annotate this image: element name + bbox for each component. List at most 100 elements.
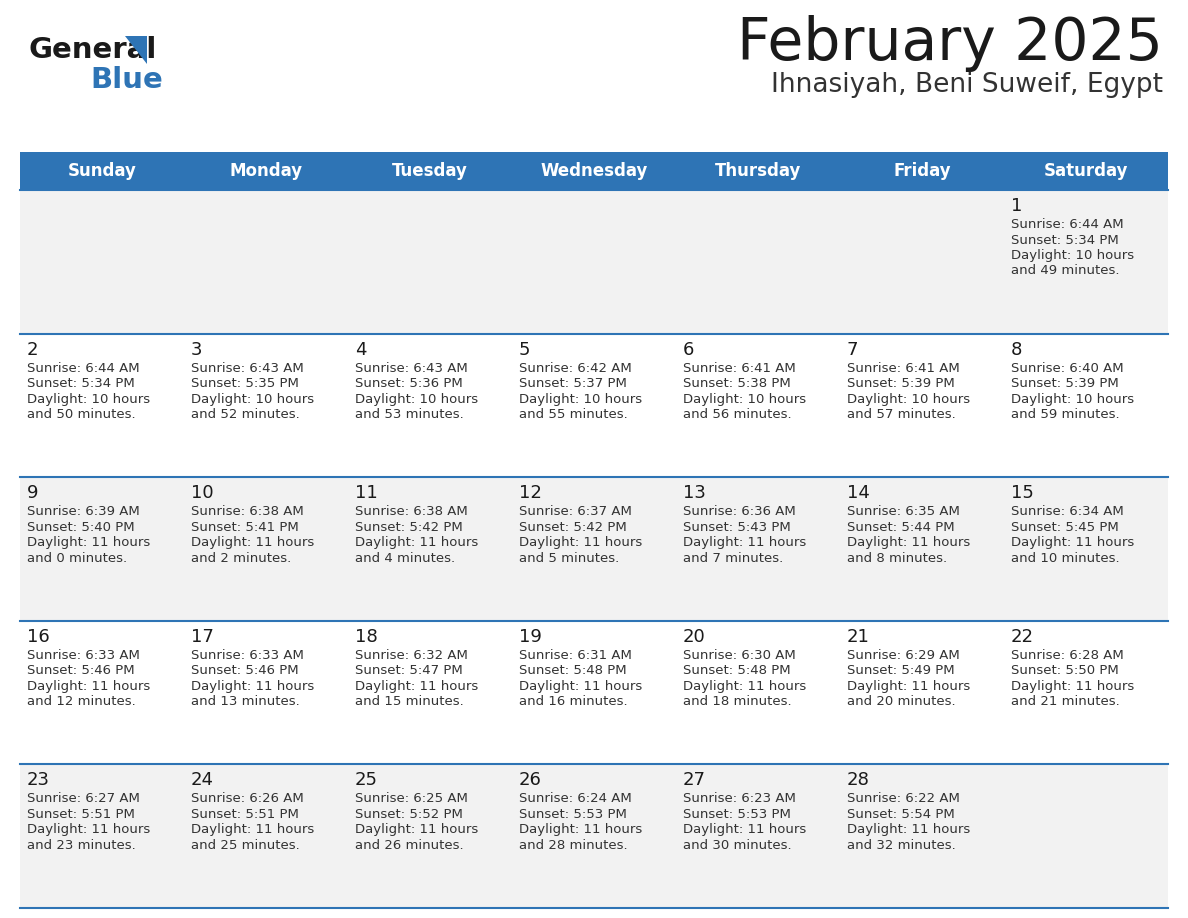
Text: Sunset: 5:35 PM: Sunset: 5:35 PM bbox=[191, 377, 299, 390]
Text: and 4 minutes.: and 4 minutes. bbox=[355, 552, 455, 565]
Bar bbox=[348, 152, 512, 190]
Bar bbox=[840, 621, 1004, 765]
Text: Sunrise: 6:43 AM: Sunrise: 6:43 AM bbox=[191, 362, 304, 375]
Bar bbox=[840, 190, 1004, 333]
Text: and 10 minutes.: and 10 minutes. bbox=[1011, 552, 1119, 565]
Text: and 30 minutes.: and 30 minutes. bbox=[683, 839, 791, 852]
Bar bbox=[20, 333, 184, 477]
Bar bbox=[184, 765, 348, 908]
Text: and 8 minutes.: and 8 minutes. bbox=[847, 552, 947, 565]
Text: 4: 4 bbox=[355, 341, 367, 359]
Text: Sunset: 5:40 PM: Sunset: 5:40 PM bbox=[27, 521, 134, 533]
Text: Sunrise: 6:28 AM: Sunrise: 6:28 AM bbox=[1011, 649, 1124, 662]
Text: 26: 26 bbox=[519, 771, 542, 789]
Text: Daylight: 11 hours: Daylight: 11 hours bbox=[683, 536, 807, 549]
Bar bbox=[512, 333, 676, 477]
Text: 5: 5 bbox=[519, 341, 531, 359]
Text: and 23 minutes.: and 23 minutes. bbox=[27, 839, 135, 852]
Bar bbox=[840, 477, 1004, 621]
Text: and 49 minutes.: and 49 minutes. bbox=[1011, 264, 1119, 277]
Text: Sunrise: 6:22 AM: Sunrise: 6:22 AM bbox=[847, 792, 960, 805]
Text: Ihnasiyah, Beni Suweif, Egypt: Ihnasiyah, Beni Suweif, Egypt bbox=[771, 72, 1163, 98]
Text: 1: 1 bbox=[1011, 197, 1023, 215]
Text: 14: 14 bbox=[847, 484, 870, 502]
Text: Sunset: 5:44 PM: Sunset: 5:44 PM bbox=[847, 521, 955, 533]
Bar bbox=[1004, 190, 1168, 333]
Text: and 50 minutes.: and 50 minutes. bbox=[27, 409, 135, 421]
Text: Daylight: 10 hours: Daylight: 10 hours bbox=[191, 393, 314, 406]
Text: Sunset: 5:45 PM: Sunset: 5:45 PM bbox=[1011, 521, 1119, 533]
Text: Daylight: 11 hours: Daylight: 11 hours bbox=[355, 536, 479, 549]
Bar bbox=[184, 152, 348, 190]
Text: and 20 minutes.: and 20 minutes. bbox=[847, 695, 955, 709]
Text: Sunset: 5:52 PM: Sunset: 5:52 PM bbox=[355, 808, 463, 821]
Bar bbox=[676, 621, 840, 765]
Text: and 55 minutes.: and 55 minutes. bbox=[519, 409, 627, 421]
Text: Sunrise: 6:26 AM: Sunrise: 6:26 AM bbox=[191, 792, 304, 805]
Bar bbox=[348, 477, 512, 621]
Text: 22: 22 bbox=[1011, 628, 1034, 645]
Text: 12: 12 bbox=[519, 484, 542, 502]
Text: 24: 24 bbox=[191, 771, 214, 789]
Text: Blue: Blue bbox=[90, 66, 163, 94]
Bar bbox=[512, 765, 676, 908]
Text: Daylight: 10 hours: Daylight: 10 hours bbox=[355, 393, 478, 406]
Text: Sunrise: 6:38 AM: Sunrise: 6:38 AM bbox=[355, 505, 468, 518]
Text: and 52 minutes.: and 52 minutes. bbox=[191, 409, 299, 421]
Bar bbox=[512, 621, 676, 765]
Text: Sunrise: 6:42 AM: Sunrise: 6:42 AM bbox=[519, 362, 632, 375]
Text: Sunset: 5:34 PM: Sunset: 5:34 PM bbox=[27, 377, 134, 390]
Text: and 57 minutes.: and 57 minutes. bbox=[847, 409, 956, 421]
Text: and 7 minutes.: and 7 minutes. bbox=[683, 552, 783, 565]
Bar bbox=[20, 765, 184, 908]
Text: Sunrise: 6:29 AM: Sunrise: 6:29 AM bbox=[847, 649, 960, 662]
Bar bbox=[1004, 765, 1168, 908]
Text: 28: 28 bbox=[847, 771, 870, 789]
Text: and 28 minutes.: and 28 minutes. bbox=[519, 839, 627, 852]
Text: Sunset: 5:43 PM: Sunset: 5:43 PM bbox=[683, 521, 791, 533]
Text: Sunrise: 6:38 AM: Sunrise: 6:38 AM bbox=[191, 505, 304, 518]
Text: Sunset: 5:39 PM: Sunset: 5:39 PM bbox=[1011, 377, 1119, 390]
Text: Sunrise: 6:34 AM: Sunrise: 6:34 AM bbox=[1011, 505, 1124, 518]
Text: Sunset: 5:51 PM: Sunset: 5:51 PM bbox=[27, 808, 135, 821]
Bar bbox=[676, 333, 840, 477]
Text: Sunset: 5:46 PM: Sunset: 5:46 PM bbox=[191, 665, 298, 677]
Text: 17: 17 bbox=[191, 628, 214, 645]
Text: 3: 3 bbox=[191, 341, 202, 359]
Text: Friday: Friday bbox=[893, 162, 950, 180]
Bar bbox=[1004, 152, 1168, 190]
Text: Sunrise: 6:24 AM: Sunrise: 6:24 AM bbox=[519, 792, 632, 805]
Text: Daylight: 11 hours: Daylight: 11 hours bbox=[519, 823, 643, 836]
Text: Sunrise: 6:43 AM: Sunrise: 6:43 AM bbox=[355, 362, 468, 375]
Text: and 59 minutes.: and 59 minutes. bbox=[1011, 409, 1119, 421]
Text: Sunset: 5:38 PM: Sunset: 5:38 PM bbox=[683, 377, 791, 390]
Bar bbox=[840, 765, 1004, 908]
Text: Daylight: 11 hours: Daylight: 11 hours bbox=[847, 680, 971, 693]
Text: Sunset: 5:36 PM: Sunset: 5:36 PM bbox=[355, 377, 463, 390]
Bar bbox=[840, 333, 1004, 477]
Text: Sunset: 5:42 PM: Sunset: 5:42 PM bbox=[355, 521, 463, 533]
Bar bbox=[348, 190, 512, 333]
Text: 19: 19 bbox=[519, 628, 542, 645]
Text: Sunrise: 6:30 AM: Sunrise: 6:30 AM bbox=[683, 649, 796, 662]
Text: Sunset: 5:48 PM: Sunset: 5:48 PM bbox=[683, 665, 791, 677]
Text: 11: 11 bbox=[355, 484, 378, 502]
Text: and 16 minutes.: and 16 minutes. bbox=[519, 695, 627, 709]
Bar bbox=[20, 621, 184, 765]
Text: 21: 21 bbox=[847, 628, 870, 645]
Text: Sunrise: 6:23 AM: Sunrise: 6:23 AM bbox=[683, 792, 796, 805]
Text: and 13 minutes.: and 13 minutes. bbox=[191, 695, 299, 709]
Text: and 25 minutes.: and 25 minutes. bbox=[191, 839, 299, 852]
Text: Sunrise: 6:41 AM: Sunrise: 6:41 AM bbox=[683, 362, 796, 375]
Text: Saturday: Saturday bbox=[1044, 162, 1129, 180]
Text: 2: 2 bbox=[27, 341, 38, 359]
Text: Daylight: 10 hours: Daylight: 10 hours bbox=[847, 393, 971, 406]
Text: Sunrise: 6:40 AM: Sunrise: 6:40 AM bbox=[1011, 362, 1124, 375]
Text: Sunrise: 6:27 AM: Sunrise: 6:27 AM bbox=[27, 792, 140, 805]
Text: 16: 16 bbox=[27, 628, 50, 645]
Text: Sunrise: 6:41 AM: Sunrise: 6:41 AM bbox=[847, 362, 960, 375]
Text: and 21 minutes.: and 21 minutes. bbox=[1011, 695, 1120, 709]
Text: Sunrise: 6:33 AM: Sunrise: 6:33 AM bbox=[191, 649, 304, 662]
Text: Daylight: 10 hours: Daylight: 10 hours bbox=[519, 393, 643, 406]
Bar bbox=[676, 152, 840, 190]
